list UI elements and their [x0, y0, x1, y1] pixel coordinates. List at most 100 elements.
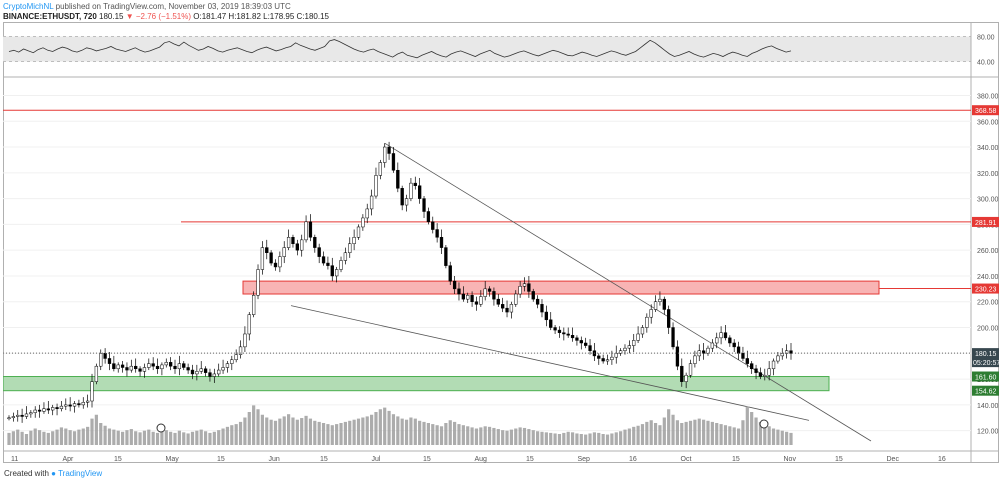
candle-body — [85, 400, 90, 403]
candle-body — [339, 260, 343, 270]
volume-bar — [55, 429, 59, 445]
time-tick-label: 16 — [629, 456, 637, 463]
time-tick-label: Jun — [269, 456, 280, 463]
check-marker-icon — [759, 419, 769, 429]
volume-bar — [265, 417, 269, 445]
candle-body — [326, 262, 330, 266]
candle-body — [286, 237, 291, 248]
resistance-badge-label: 368.58 — [975, 108, 997, 115]
volume-bar — [374, 412, 378, 445]
volume-bar — [317, 421, 321, 445]
candle-body — [710, 342, 715, 349]
candle-body — [636, 333, 640, 341]
volume-bar — [575, 433, 579, 445]
volume-bar — [496, 429, 500, 445]
volume-bar — [291, 417, 295, 445]
candle-body — [653, 301, 658, 310]
author-link[interactable]: CryptoMichNL — [3, 2, 54, 11]
volume-bar — [557, 434, 562, 445]
price-tick-label: 240.00 — [977, 274, 999, 281]
candle-body — [557, 329, 562, 333]
volume-bar — [173, 432, 177, 445]
tradingview-brand[interactable]: TradingView — [58, 469, 103, 478]
candle-body — [715, 337, 719, 344]
volume-bar — [339, 423, 343, 445]
volume-bar — [29, 430, 33, 445]
candle-body — [247, 314, 251, 335]
volume-bar — [549, 432, 553, 445]
candle-body — [461, 293, 465, 300]
volume-bar — [658, 425, 662, 445]
candle-body — [570, 335, 575, 339]
volume-bar — [514, 428, 518, 445]
price-tick-label: 120.00 — [977, 429, 999, 436]
rsi-band — [3, 36, 971, 62]
volume-bar — [675, 420, 680, 445]
candle-body — [134, 365, 138, 370]
volume-bar — [90, 418, 94, 445]
volume-bar — [605, 434, 610, 445]
volume-bar — [11, 431, 15, 445]
volume-bar — [199, 429, 203, 445]
volume-bar — [723, 425, 728, 445]
candle-body — [269, 252, 273, 264]
time-tick-label: Aug — [475, 456, 488, 463]
candle-body — [396, 169, 400, 189]
candle-body — [116, 364, 120, 370]
volume-bar — [361, 417, 365, 445]
volume-bar — [728, 426, 732, 445]
candle-body — [684, 374, 688, 382]
candle-body — [466, 295, 470, 300]
close-value: C:180.15 — [296, 12, 329, 21]
resistance-badge — [972, 216, 999, 227]
volume-bar — [487, 426, 492, 445]
volume-bar — [72, 431, 77, 445]
price-tick-label: 200.00 — [977, 326, 999, 333]
volume-bar — [645, 421, 649, 445]
volume-bar — [348, 420, 352, 445]
lower-trendline — [290, 305, 810, 421]
time-tick-label: 15 — [217, 456, 225, 463]
candle-body — [273, 262, 278, 268]
tradingview-logo-icon: ● — [51, 469, 56, 478]
volume-bar — [649, 420, 653, 445]
volume-bar — [99, 423, 103, 445]
candle-body — [487, 288, 492, 292]
volume-bar — [343, 421, 347, 445]
candle-body — [335, 269, 339, 277]
time-tick-label: 16 — [938, 456, 946, 463]
candle-body — [789, 350, 793, 354]
volume-bar — [313, 420, 317, 445]
candle-body — [20, 414, 24, 417]
volume-bar — [352, 419, 356, 445]
volume-bar — [120, 431, 125, 445]
candle-body — [549, 319, 553, 328]
candle-body — [544, 311, 549, 321]
volume-bar — [750, 412, 754, 445]
volume-bar — [457, 424, 461, 445]
volume-bar — [439, 426, 444, 445]
volume-bar — [24, 434, 29, 445]
symbol-info-bar: BINANCE:ETHUSDT, 720 180.15 ▼ −2.76 (−1.… — [3, 12, 329, 22]
candle-body — [147, 363, 151, 368]
candle-body — [662, 298, 666, 310]
candle-body — [627, 345, 632, 349]
candle-body — [505, 307, 509, 313]
volume-bar — [142, 430, 147, 445]
volume-bar — [667, 409, 671, 445]
created-with-text: Created with — [4, 469, 49, 478]
volume-bar — [736, 428, 741, 445]
candle-body — [151, 363, 155, 367]
candle-body — [125, 367, 129, 371]
chart-frame[interactable]: 80.0040.00120.00140.00160.00180.00200.00… — [2, 22, 1000, 463]
volume-bar — [190, 431, 195, 445]
candle-body — [483, 288, 487, 297]
chart-svg[interactable]: 80.0040.00120.00140.00160.00180.00200.00… — [2, 22, 1000, 463]
publish-header: CryptoMichNL published on TradingView.co… — [3, 2, 291, 12]
volume-bar — [435, 425, 439, 445]
volume-bar — [461, 425, 465, 445]
candle-body — [160, 364, 164, 370]
candle-body — [649, 309, 653, 318]
candle-body — [632, 340, 636, 346]
volume-bar — [527, 429, 531, 445]
